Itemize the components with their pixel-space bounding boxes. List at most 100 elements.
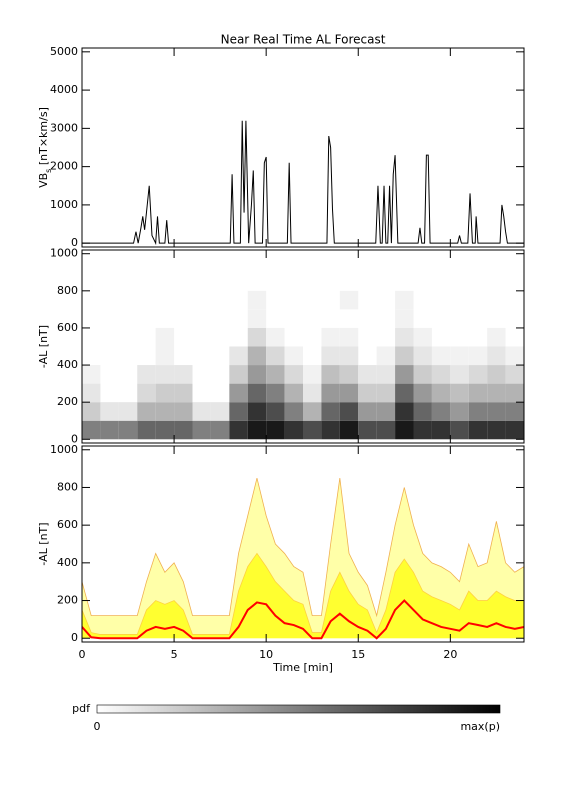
heat-cell: [285, 291, 303, 310]
heat-cell: [174, 347, 192, 366]
colorbar-max: max(p): [460, 720, 500, 733]
heat-cell: [82, 328, 100, 347]
y-axis-label: -AL [nT]: [37, 325, 50, 368]
heat-cell: [192, 402, 211, 421]
heat-cell: [468, 420, 488, 440]
heat-cell: [229, 402, 248, 421]
heat-cell: [100, 291, 118, 310]
data-line: [82, 120, 524, 246]
heat-cell: [247, 346, 267, 366]
heat-cell: [155, 420, 175, 440]
heat-cell: [284, 420, 303, 440]
heat-cell: [450, 309, 468, 328]
heat-cell: [137, 383, 156, 403]
heat-cell: [247, 309, 267, 328]
heat-cell: [193, 384, 211, 403]
heat-cell: [119, 309, 137, 328]
heat-cell: [119, 328, 137, 347]
heat-cell: [340, 309, 358, 328]
heat-cell: [119, 347, 137, 366]
heat-cell: [487, 383, 506, 403]
heat-cell: [506, 328, 524, 347]
y-tick-label: 600: [57, 321, 78, 334]
heat-cell: [119, 365, 137, 384]
heat-cell: [321, 383, 340, 403]
band-edge: [82, 477, 524, 618]
heat-cell: [376, 402, 396, 421]
heat-cell: [100, 365, 118, 384]
band-edge: [82, 552, 524, 635]
heat-cell: [247, 420, 267, 440]
colorbar-min: 0: [94, 720, 101, 733]
heat-cell: [247, 402, 267, 421]
heat-cell: [266, 291, 284, 310]
heat-cell: [303, 291, 321, 310]
chart-title: Near Real Time AL Forecast: [221, 33, 386, 47]
heat-cell: [119, 291, 137, 310]
heat-cell: [137, 309, 155, 328]
heat-cell: [376, 346, 396, 366]
heat-cell: [82, 347, 100, 366]
heat-cell: [229, 365, 248, 384]
y-tick-label: 5000: [50, 45, 78, 58]
heat-cell: [229, 309, 247, 328]
heat-cell: [395, 420, 414, 440]
y-tick-label: 2000: [50, 160, 78, 173]
heat-cell: [155, 346, 175, 366]
heat-cell: [469, 328, 487, 347]
heat-cell: [468, 402, 488, 421]
x-tick-label: 20: [443, 648, 457, 661]
y-tick-label: 800: [57, 480, 78, 493]
heat-cell: [82, 402, 101, 421]
heat-cell: [450, 420, 469, 440]
heat-cell: [505, 402, 524, 421]
heat-cell: [211, 291, 229, 310]
heat-cell: [431, 383, 451, 403]
heat-cell: [450, 365, 469, 384]
heat-cell: [137, 365, 156, 384]
heat-cell: [339, 383, 359, 403]
heat-cell: [377, 291, 395, 310]
x-tick-label: 10: [259, 648, 273, 661]
plot-area: [82, 120, 524, 246]
heat-cell: [339, 290, 359, 310]
heat-cell: [358, 365, 377, 384]
heat-cell: [395, 383, 414, 403]
heat-cell: [229, 346, 248, 366]
heat-cell: [431, 365, 451, 384]
heat-cell: [303, 309, 321, 328]
heat-cell: [155, 365, 175, 384]
heat-cell: [450, 328, 468, 347]
heat-cell: [468, 346, 488, 366]
heat-cell: [229, 291, 247, 310]
heat-cell: [155, 402, 175, 421]
y-axis-label: -AL [nT]: [37, 522, 50, 565]
heat-cell: [376, 383, 396, 403]
heat-cell: [211, 309, 229, 328]
frame: [81, 47, 525, 248]
heat-cell: [358, 420, 377, 440]
heat-cell: [395, 365, 414, 384]
heat-cell: [358, 347, 376, 366]
heat-cell: [376, 365, 396, 384]
y-tick-label: 200: [57, 594, 78, 607]
heat-cell: [284, 365, 303, 384]
y-tick-label: 400: [57, 556, 78, 569]
heat-cell: [469, 309, 487, 328]
heat-cell: [193, 328, 211, 347]
heat-cell: [193, 309, 211, 328]
heat-cell: [450, 346, 469, 366]
heat-cell: [358, 328, 376, 347]
heat-cell: [450, 291, 468, 310]
y-axis-label-part: s: [44, 169, 53, 173]
y-tick-label: 0: [71, 432, 78, 445]
heat-cell: [414, 291, 432, 310]
heat-cell: [119, 384, 137, 403]
heat-cell: [377, 328, 395, 347]
heat-cell: [505, 346, 524, 366]
heat-cell: [413, 327, 432, 347]
frame: [81, 445, 525, 643]
heat-cell: [505, 365, 524, 384]
heat-cell: [100, 402, 119, 421]
